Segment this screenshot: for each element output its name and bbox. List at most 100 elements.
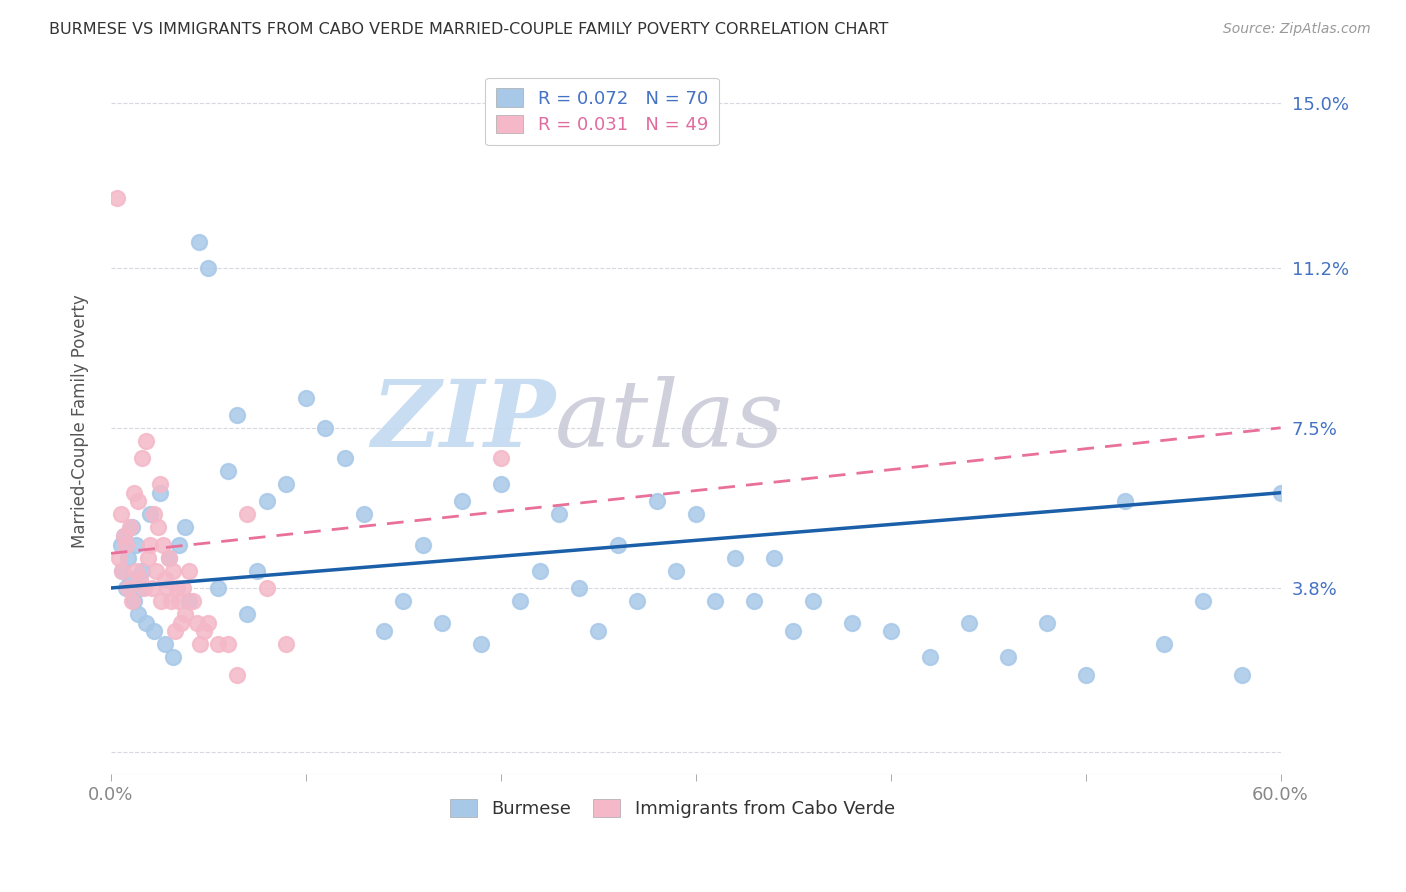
- Point: [246, 564, 269, 578]
- Point: [373, 624, 395, 639]
- Point: [115, 538, 138, 552]
- Point: [122, 485, 145, 500]
- Point: [392, 594, 415, 608]
- Point: [117, 550, 139, 565]
- Point: [626, 594, 648, 608]
- Point: [131, 564, 153, 578]
- Point: [207, 637, 229, 651]
- Point: [125, 538, 148, 552]
- Point: [170, 615, 193, 630]
- Point: [131, 451, 153, 466]
- Point: [432, 615, 454, 630]
- Point: [489, 477, 512, 491]
- Point: [704, 594, 727, 608]
- Text: Source: ZipAtlas.com: Source: ZipAtlas.com: [1223, 22, 1371, 37]
- Point: [132, 581, 155, 595]
- Point: [256, 581, 278, 595]
- Point: [957, 615, 980, 630]
- Point: [127, 607, 149, 621]
- Point: [1230, 667, 1253, 681]
- Point: [141, 581, 163, 595]
- Point: [1191, 594, 1213, 608]
- Point: [276, 477, 298, 491]
- Point: [1035, 615, 1057, 630]
- Point: [207, 581, 229, 595]
- Point: [117, 581, 139, 595]
- Point: [665, 564, 688, 578]
- Point: [685, 508, 707, 522]
- Point: [606, 538, 628, 552]
- Point: [187, 235, 209, 249]
- Point: [529, 564, 551, 578]
- Point: [115, 581, 138, 595]
- Text: atlas: atlas: [555, 376, 785, 467]
- Point: [217, 637, 239, 651]
- Point: [142, 508, 165, 522]
- Point: [162, 564, 184, 578]
- Point: [879, 624, 901, 639]
- Point: [762, 550, 785, 565]
- Point: [139, 538, 162, 552]
- Point: [110, 508, 132, 522]
- Point: [139, 508, 162, 522]
- Point: [489, 451, 512, 466]
- Legend: Burmese, Immigrants from Cabo Verde: Burmese, Immigrants from Cabo Verde: [443, 791, 901, 825]
- Point: [155, 572, 177, 586]
- Point: [166, 581, 188, 595]
- Point: [135, 434, 157, 448]
- Point: [193, 624, 215, 639]
- Point: [173, 607, 195, 621]
- Point: [150, 594, 173, 608]
- Point: [111, 564, 134, 578]
- Point: [156, 581, 179, 595]
- Point: [155, 637, 177, 651]
- Text: ZIP: ZIP: [371, 376, 555, 467]
- Point: [181, 594, 204, 608]
- Point: [186, 615, 208, 630]
- Point: [918, 650, 941, 665]
- Point: [177, 594, 200, 608]
- Point: [167, 594, 190, 608]
- Point: [146, 520, 169, 534]
- Point: [236, 508, 259, 522]
- Point: [724, 550, 747, 565]
- Point: [1270, 485, 1292, 500]
- Point: [112, 529, 135, 543]
- Point: [167, 538, 190, 552]
- Point: [226, 667, 249, 681]
- Point: [645, 494, 668, 508]
- Y-axis label: Married-Couple Family Poverty: Married-Couple Family Poverty: [72, 294, 89, 549]
- Point: [568, 581, 591, 595]
- Point: [105, 191, 128, 205]
- Point: [742, 594, 765, 608]
- Point: [1074, 667, 1097, 681]
- Point: [586, 624, 609, 639]
- Point: [412, 538, 434, 552]
- Point: [1114, 494, 1136, 508]
- Point: [1153, 637, 1175, 651]
- Point: [152, 538, 174, 552]
- Point: [256, 494, 278, 508]
- Point: [135, 615, 157, 630]
- Point: [509, 594, 531, 608]
- Point: [112, 529, 135, 543]
- Point: [801, 594, 824, 608]
- Point: [120, 572, 142, 586]
- Point: [129, 572, 152, 586]
- Point: [276, 637, 298, 651]
- Point: [841, 615, 863, 630]
- Point: [148, 477, 170, 491]
- Point: [782, 624, 804, 639]
- Point: [145, 564, 167, 578]
- Point: [353, 508, 375, 522]
- Point: [120, 520, 142, 534]
- Point: [121, 594, 143, 608]
- Point: [157, 550, 180, 565]
- Point: [177, 564, 200, 578]
- Point: [165, 624, 187, 639]
- Point: [548, 508, 571, 522]
- Point: [172, 581, 194, 595]
- Point: [294, 391, 316, 405]
- Point: [190, 637, 212, 651]
- Point: [148, 485, 170, 500]
